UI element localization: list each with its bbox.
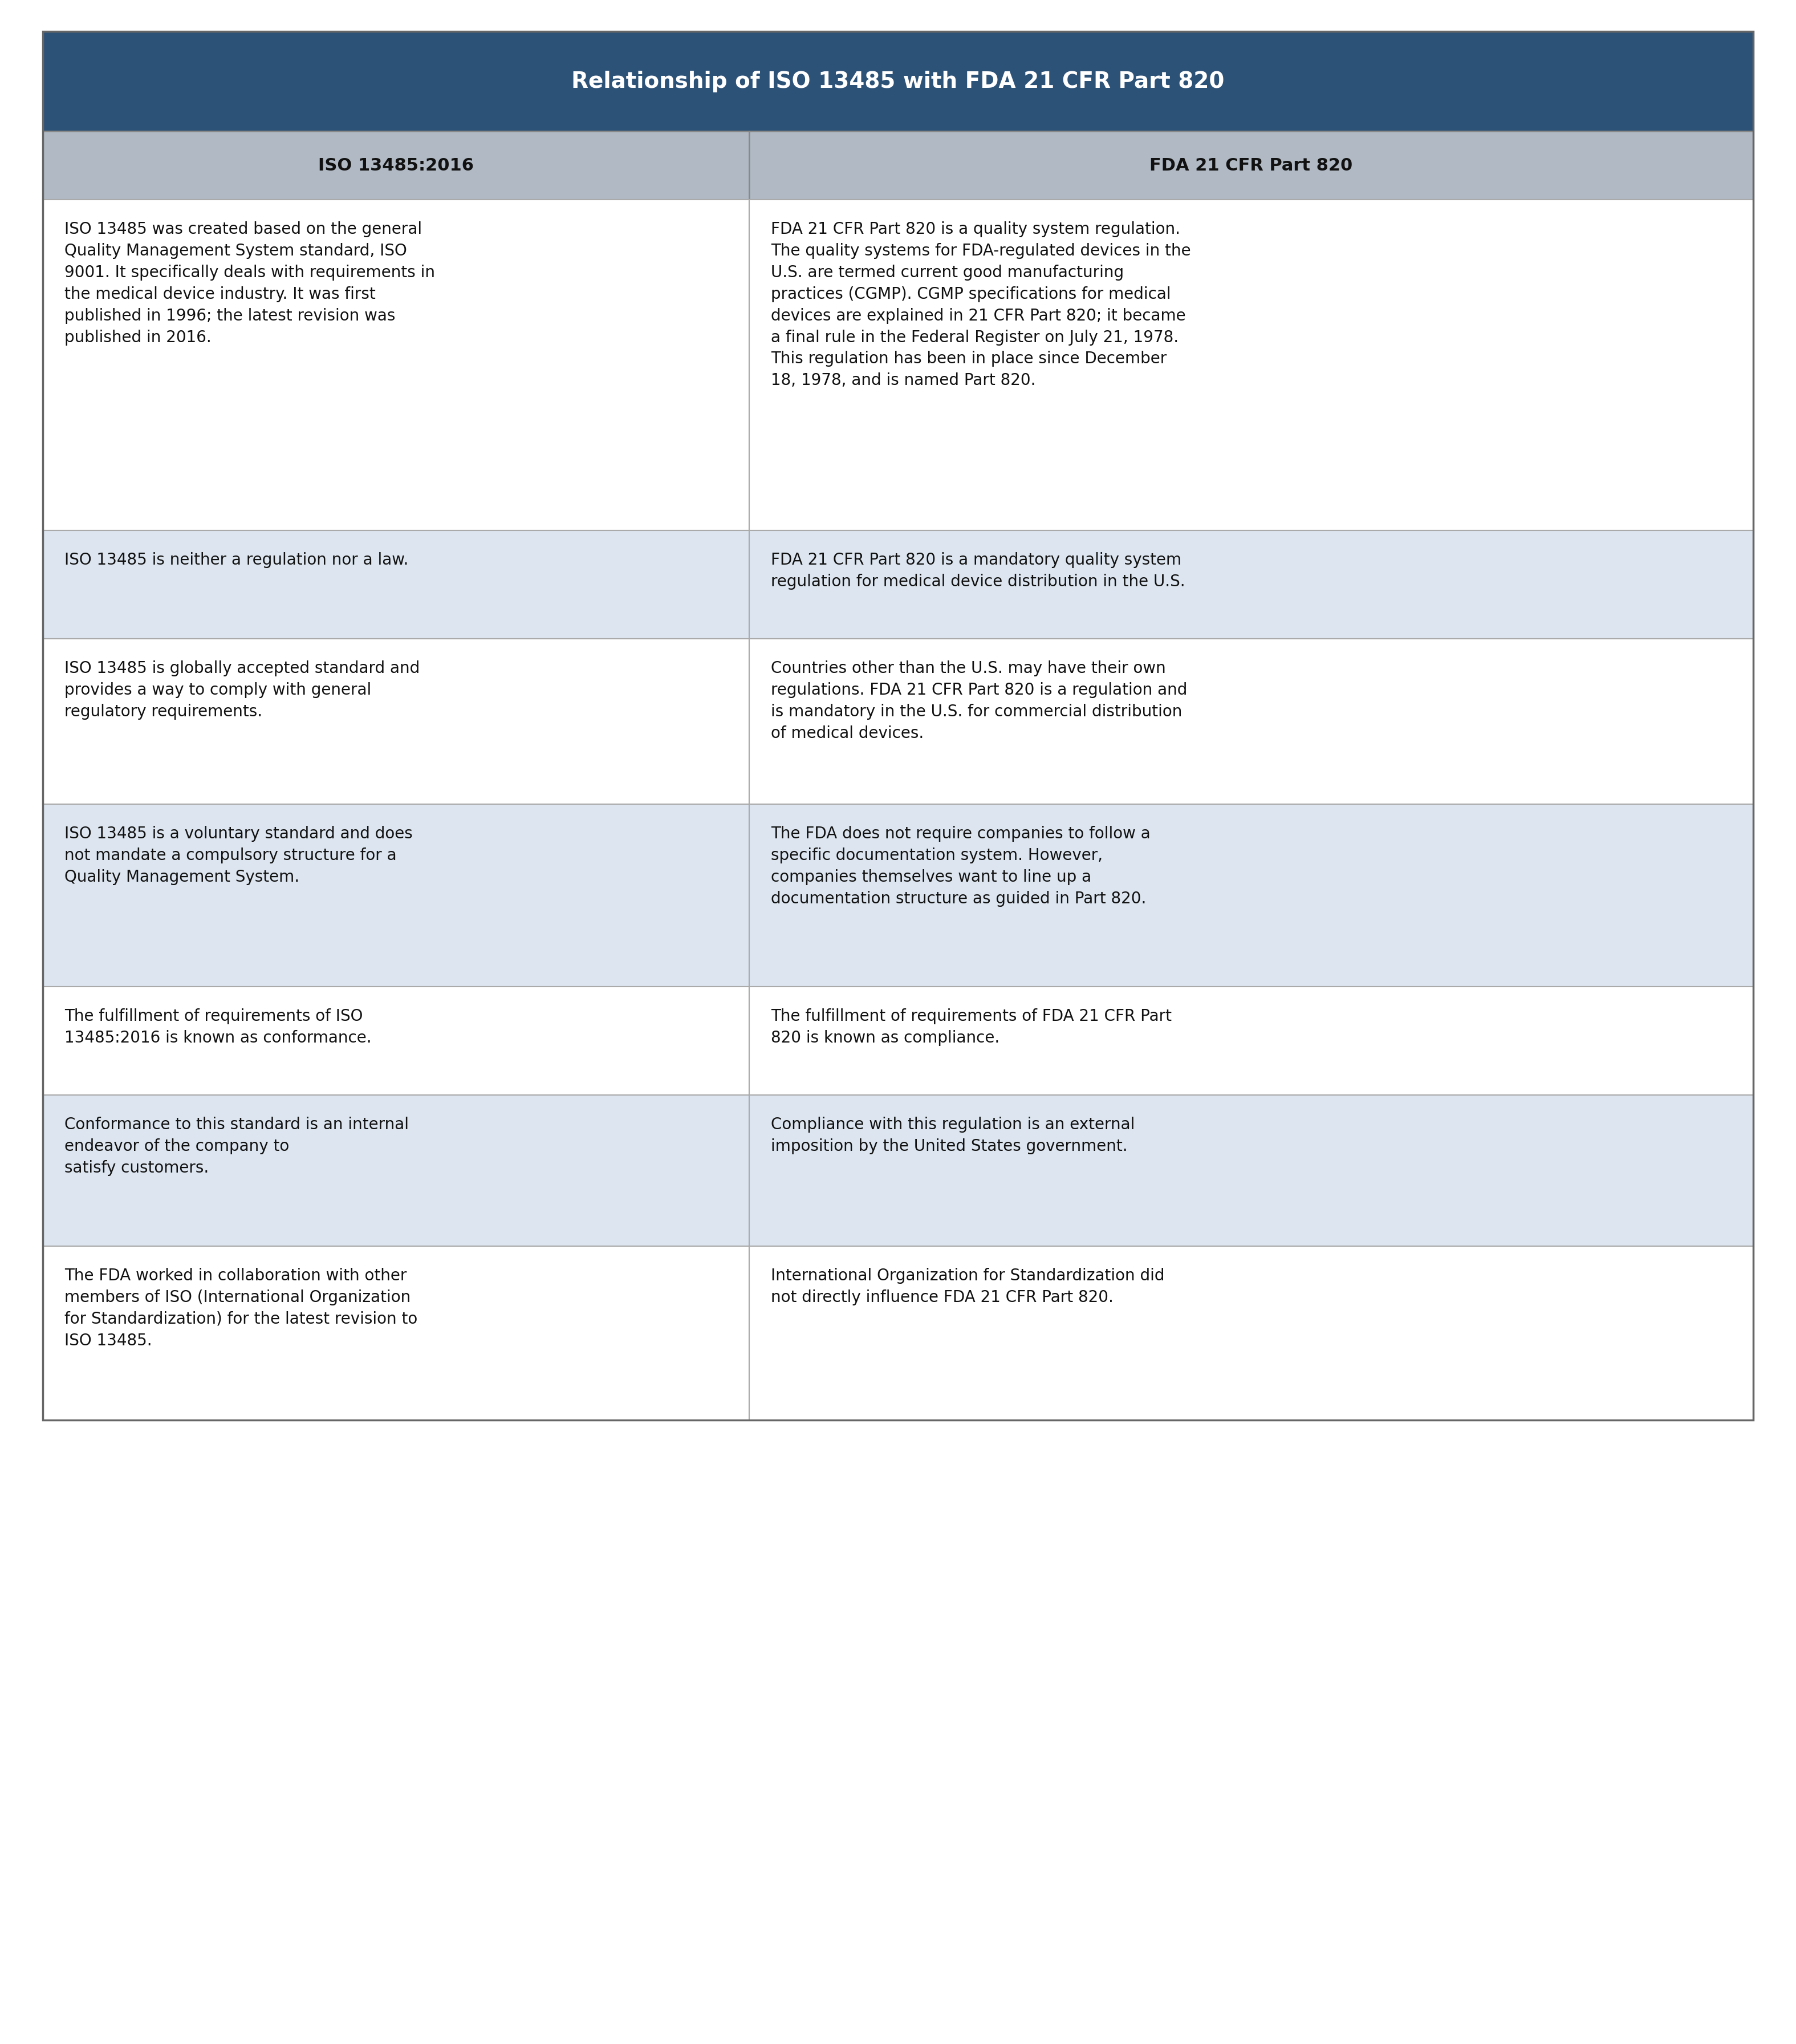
Bar <box>43 638 749 803</box>
Bar <box>749 131 1753 200</box>
Text: International Organization for Standardization did
not directly influence FDA 21: International Organization for Standardi… <box>770 1267 1164 1306</box>
Bar <box>43 1096 749 1247</box>
Bar <box>749 200 1753 529</box>
Text: ISO 13485:2016: ISO 13485:2016 <box>318 157 474 174</box>
Text: The fulfillment of requirements of FDA 21 CFR Part
820 is known as compliance.: The fulfillment of requirements of FDA 2… <box>770 1008 1171 1047</box>
Text: FDA 21 CFR Part 820 is a mandatory quality system
regulation for medical device : FDA 21 CFR Part 820 is a mandatory quali… <box>770 552 1185 589</box>
Bar <box>749 1247 1753 1421</box>
Text: FDA 21 CFR Part 820 is a quality system regulation.
The quality systems for FDA-: FDA 21 CFR Part 820 is a quality system … <box>770 221 1191 388</box>
Bar <box>749 1096 1753 1247</box>
Bar <box>43 31 1753 1421</box>
Text: Countries other than the U.S. may have their own
regulations. FDA 21 CFR Part 82: Countries other than the U.S. may have t… <box>770 660 1187 742</box>
Bar <box>749 529 1753 638</box>
Bar <box>749 987 1753 1096</box>
Bar <box>43 803 749 987</box>
Bar <box>43 200 749 529</box>
Text: The FDA worked in collaboration with other
members of ISO (International Organiz: The FDA worked in collaboration with oth… <box>65 1267 417 1349</box>
Text: The fulfillment of requirements of ISO
13485:2016 is known as conformance.: The fulfillment of requirements of ISO 1… <box>65 1008 372 1047</box>
Text: Relationship of ISO 13485 with FDA 21 CFR Part 820: Relationship of ISO 13485 with FDA 21 CF… <box>571 69 1225 92</box>
Text: Compliance with this regulation is an external
imposition by the United States g: Compliance with this regulation is an ex… <box>770 1116 1135 1155</box>
Text: Conformance to this standard is an internal
endeavor of the company to
satisfy c: Conformance to this standard is an inter… <box>65 1116 409 1175</box>
Text: ISO 13485 was created based on the general
Quality Management System standard, I: ISO 13485 was created based on the gener… <box>65 221 435 345</box>
Text: The FDA does not require companies to follow a
specific documentation system. Ho: The FDA does not require companies to fo… <box>770 826 1151 908</box>
Text: ISO 13485 is globally accepted standard and
provides a way to comply with genera: ISO 13485 is globally accepted standard … <box>65 660 420 719</box>
Bar <box>749 803 1753 987</box>
Text: ISO 13485 is neither a regulation nor a law.: ISO 13485 is neither a regulation nor a … <box>65 552 408 568</box>
Text: ISO 13485 is a voluntary standard and does
not mandate a compulsory structure fo: ISO 13485 is a voluntary standard and do… <box>65 826 413 885</box>
Bar <box>43 529 749 638</box>
Bar <box>43 1247 749 1421</box>
Text: FDA 21 CFR Part 820: FDA 21 CFR Part 820 <box>1149 157 1352 174</box>
Bar <box>43 31 1753 131</box>
Bar <box>43 131 749 200</box>
Bar <box>749 638 1753 803</box>
Bar <box>43 987 749 1096</box>
